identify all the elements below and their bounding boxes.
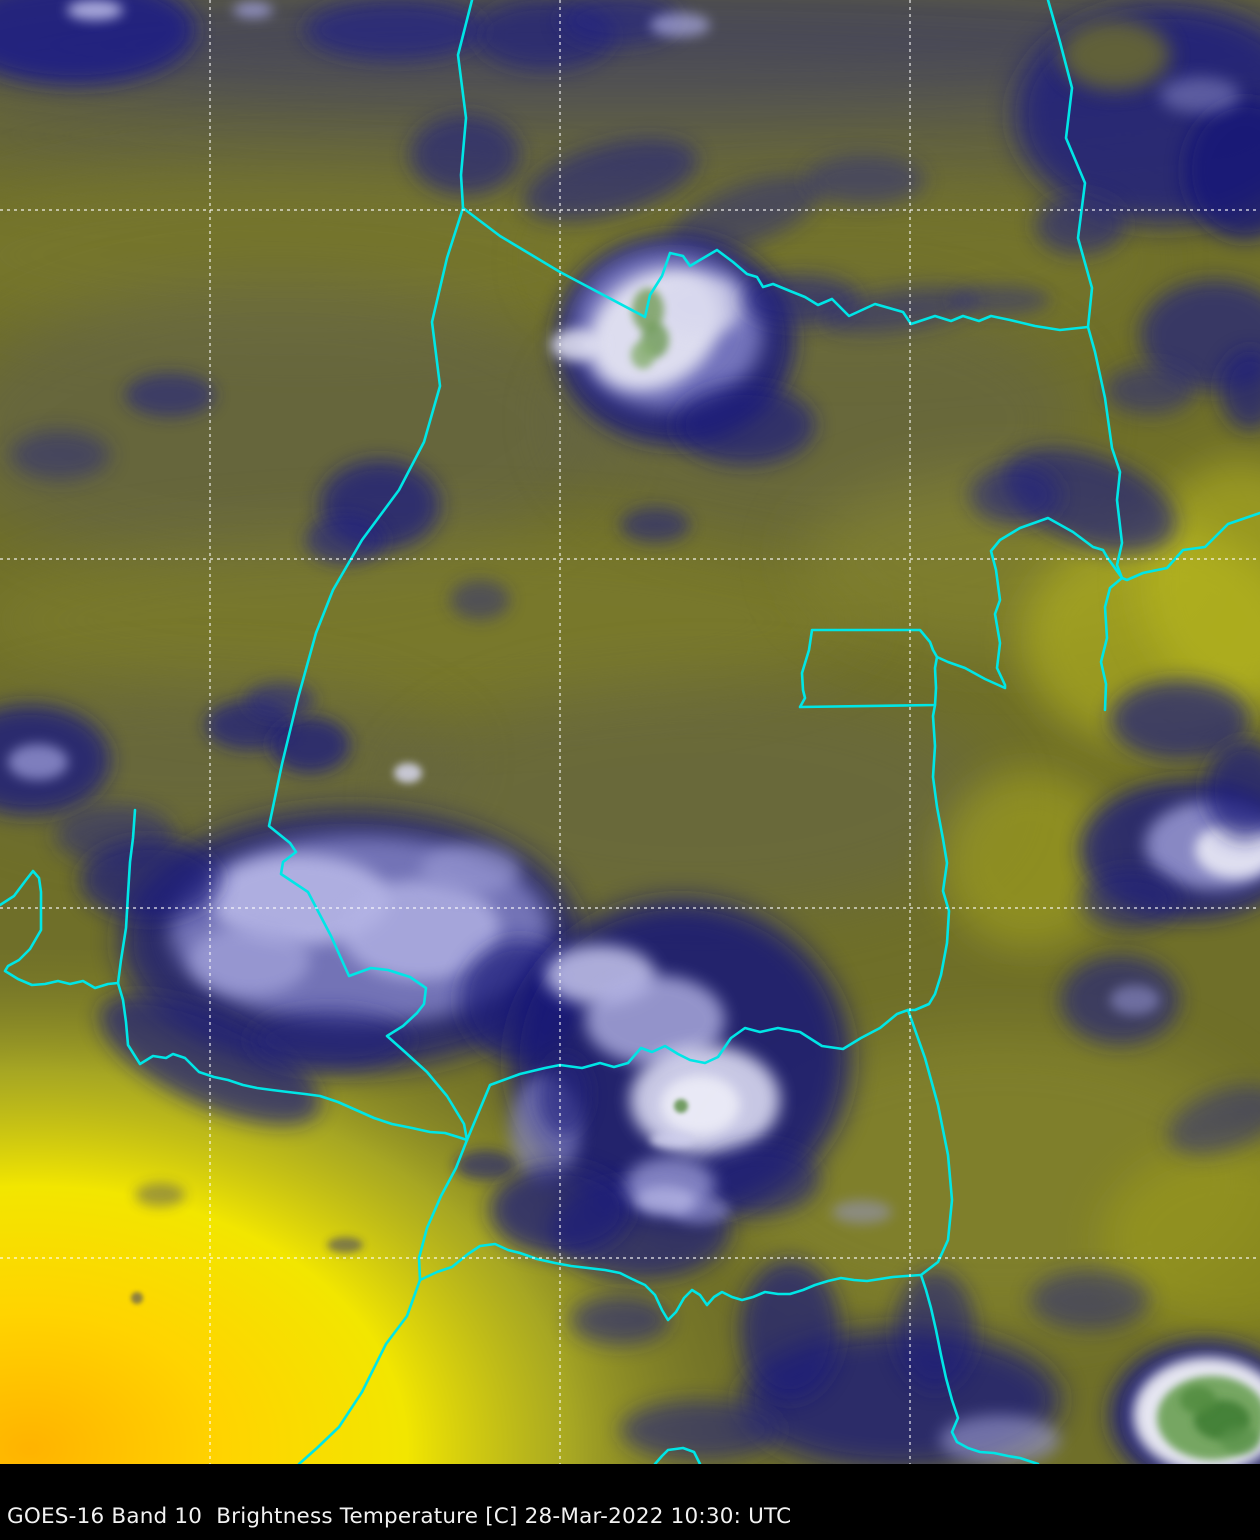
border-south-fork-east [418, 1242, 1040, 1464]
border-northeast [1046, 0, 1124, 712]
border-rectangle-south [906, 703, 954, 1277]
caption-bar: GOES-16 Band 10 Brightness Temperature [… [0, 1464, 1260, 1540]
border-center-east [465, 1008, 910, 1142]
border-west-river [267, 0, 474, 1464]
graticule [0, 0, 1260, 1464]
satellite-image [0, 0, 1260, 1464]
border-diagonal-and-east [461, 206, 1090, 332]
green-core-storm [1110, 1340, 1260, 1464]
border-east-diagonal [935, 511, 1260, 690]
country-borders [0, 0, 1260, 1464]
caption-text: GOES-16 Band 10 Brightness Temperature [… [7, 1503, 792, 1529]
border-left-north-branch [116, 808, 137, 985]
satellite-canvas [0, 0, 1260, 1464]
border-bottom-squiggle [653, 1446, 702, 1464]
cloud-layer [0, 0, 1260, 1464]
border-left-south-branch [116, 981, 469, 1142]
border-left-structure [0, 869, 120, 990]
border-rectangle [798, 628, 939, 709]
